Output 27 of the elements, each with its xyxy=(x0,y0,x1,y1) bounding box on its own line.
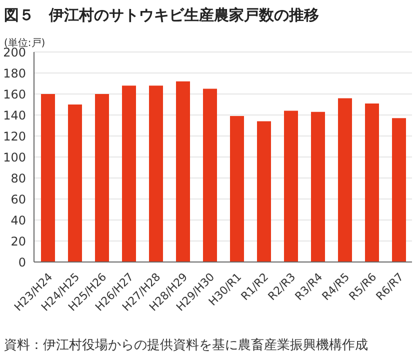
bar xyxy=(338,98,352,262)
y-tick-label: 140 xyxy=(3,108,26,122)
bar xyxy=(203,88,217,262)
y-tick-label: 80 xyxy=(10,171,26,186)
y-tick-label: 20 xyxy=(10,234,26,248)
text: 資料：伊江村役場からの提供資料を基に農畜産業振興機構作成 xyxy=(4,337,368,354)
y-tick-label: 160 xyxy=(3,87,26,102)
chart-title: 図５ 伊江村のサトウキビ生産農家戸数の推移 xyxy=(4,6,319,25)
bar xyxy=(311,112,325,262)
bar xyxy=(257,121,271,262)
y-tick-label: 0 xyxy=(18,255,26,270)
bar xyxy=(95,94,109,262)
bar xyxy=(68,104,82,262)
bar xyxy=(176,81,190,262)
y-tick-label: 40 xyxy=(10,213,26,228)
bar xyxy=(284,110,298,262)
y-tick-label: 120 xyxy=(3,129,26,144)
y-tick-label: 100 xyxy=(3,150,26,164)
y-tick-label: 60 xyxy=(10,192,26,206)
bar xyxy=(149,86,163,262)
bar xyxy=(230,116,244,262)
bar xyxy=(392,118,406,262)
y-axis-title: (単位:戸) xyxy=(4,37,46,49)
y-tick-label: 180 xyxy=(3,66,26,80)
bar xyxy=(122,86,136,262)
bar xyxy=(365,103,379,262)
bar xyxy=(41,94,55,262)
